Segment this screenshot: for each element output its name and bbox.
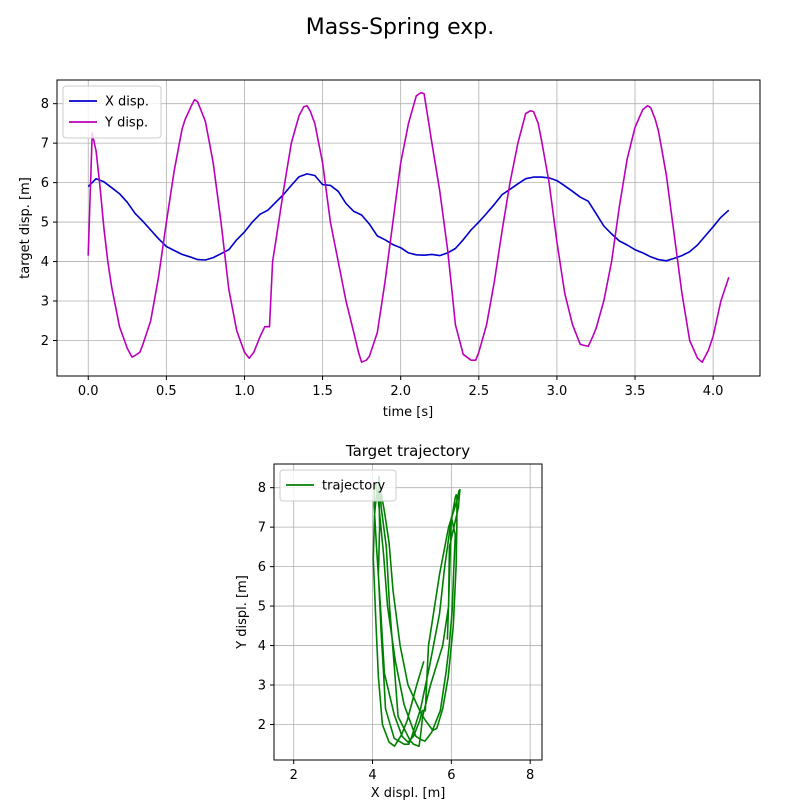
time-series-legend-label-1: Y disp. bbox=[104, 116, 148, 131]
trajectory-xtick-label-0: 2 bbox=[290, 768, 298, 783]
trajectory-legend-label-0: trajectory bbox=[322, 479, 386, 494]
trajectory-ytick-label-3: 5 bbox=[258, 600, 266, 615]
time-series-series-line-1 bbox=[87, 91, 730, 364]
trajectory-ytick-label-6: 8 bbox=[258, 481, 266, 496]
time-series-legend bbox=[62, 85, 162, 139]
trajectory-ytick-label-5: 7 bbox=[258, 521, 266, 536]
trajectory-ytick-label-1: 3 bbox=[258, 679, 266, 694]
trajectory-ytick-label-0: 2 bbox=[258, 718, 266, 733]
time-series-ytick-label-4: 6 bbox=[41, 176, 49, 191]
time-series-axes-frame bbox=[56, 79, 761, 377]
time-series-ytick-label-5: 7 bbox=[41, 137, 49, 152]
trajectory-chart-title: Target trajectory bbox=[345, 442, 470, 460]
time-series-xtick-label-4: 2.0 bbox=[390, 384, 411, 399]
trajectory-xtick-label-1: 4 bbox=[368, 768, 376, 783]
time-series-ytick-label-3: 5 bbox=[41, 216, 49, 231]
time-series-xtick-label-1: 0.5 bbox=[156, 384, 177, 399]
trajectory-ytick-label-4: 6 bbox=[258, 560, 266, 575]
trajectory-xtick-label-3: 8 bbox=[526, 768, 534, 783]
time-series-xtick-label-2: 1.0 bbox=[234, 384, 255, 399]
trajectory-series-line-0 bbox=[372, 475, 461, 748]
time-series-xlabel: time [s] bbox=[383, 405, 433, 420]
figure-title: Mass-Spring exp. bbox=[306, 15, 494, 40]
time-series-chart: 0.0 0.5 1.0 1.5 2.0 2.5 3.0 3.5 4.0 2 3 4 5 6 7 8 X disp… bbox=[41, 79, 761, 399]
trajectory-xtick-label-2: 6 bbox=[447, 768, 455, 783]
trajectory-xlabel: X displ. [m] bbox=[371, 786, 446, 800]
time-series-xtick-label-6: 3.0 bbox=[547, 384, 568, 399]
trajectory-ytick-label-2: 4 bbox=[258, 639, 266, 654]
time-series-ytick-label-6: 8 bbox=[41, 97, 49, 112]
time-series-ytick-label-0: 2 bbox=[41, 334, 49, 349]
time-series-ytick-label-1: 3 bbox=[41, 295, 49, 310]
time-series-xtick-label-5: 2.5 bbox=[468, 384, 489, 399]
time-series-ylabel: target disp. [m] bbox=[18, 177, 33, 279]
trajectory-axes-frame bbox=[273, 463, 543, 761]
time-series-xtick-label-7: 3.5 bbox=[625, 384, 646, 399]
time-series-series-line-0 bbox=[87, 173, 730, 262]
time-series-legend-label-0: X disp. bbox=[105, 95, 149, 110]
time-series-ytick-label-2: 4 bbox=[41, 255, 49, 270]
trajectory-ylabel: Y displ. [m] bbox=[235, 575, 250, 650]
time-series-xtick-label-0: 0.0 bbox=[78, 384, 99, 399]
trajectory-legend bbox=[279, 469, 397, 502]
time-series-xtick-label-8: 4.0 bbox=[703, 384, 724, 399]
time-series-xtick-label-3: 1.5 bbox=[312, 384, 333, 399]
trajectory-chart: 2 4 6 8 2 3 4 5 6 7 8 trajectory bbox=[258, 463, 543, 783]
